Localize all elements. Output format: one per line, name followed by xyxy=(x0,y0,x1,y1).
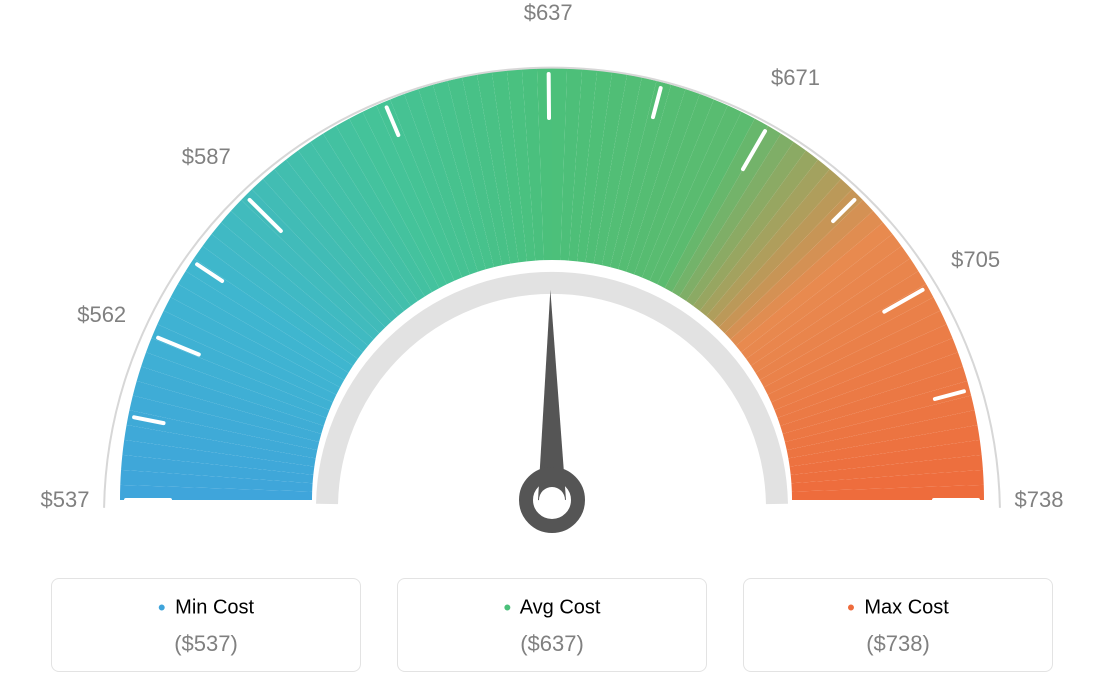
dot-icon: • xyxy=(847,595,855,620)
legend-min-label: Min Cost xyxy=(175,596,254,618)
gauge-tick-label: $671 xyxy=(771,65,820,91)
gauge-tick-label: $637 xyxy=(524,0,573,26)
legend-card-avg: • Avg Cost ($637) xyxy=(397,578,707,672)
legend-max-title: • Max Cost xyxy=(754,595,1042,621)
legend-avg-label: Avg Cost xyxy=(520,596,601,618)
legend-card-min: • Min Cost ($537) xyxy=(51,578,361,672)
gauge-tick-label: $705 xyxy=(951,247,1000,273)
legend-avg-title: • Avg Cost xyxy=(408,595,696,621)
gauge-svg xyxy=(0,0,1104,560)
gauge-tick-label: $738 xyxy=(1015,487,1064,513)
legend-card-max: • Max Cost ($738) xyxy=(743,578,1053,672)
dot-icon: • xyxy=(504,595,512,620)
legend-min-value: ($537) xyxy=(62,631,350,657)
gauge-chart: $537 $562 $587 $637 $671 $705 $738 xyxy=(0,0,1104,560)
gauge-tick-label: $562 xyxy=(77,302,126,328)
legend-avg-value: ($637) xyxy=(408,631,696,657)
dot-icon: • xyxy=(158,595,166,620)
legend-row: • Min Cost ($537) • Avg Cost ($637) • Ma… xyxy=(0,578,1104,672)
gauge-tick-label: $537 xyxy=(41,487,90,513)
legend-max-label: Max Cost xyxy=(864,596,948,618)
legend-min-title: • Min Cost xyxy=(62,595,350,621)
legend-max-value: ($738) xyxy=(754,631,1042,657)
gauge-tick-label: $587 xyxy=(182,144,231,170)
